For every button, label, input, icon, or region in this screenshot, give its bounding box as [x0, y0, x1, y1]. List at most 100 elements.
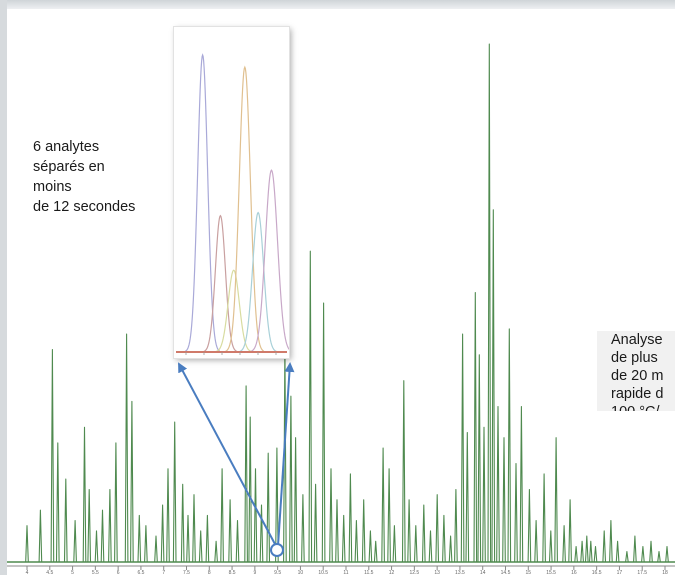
peak-78: [548, 530, 553, 563]
peak-48: [361, 499, 366, 563]
x-tick-label-19: 13: [434, 570, 440, 575]
peak-15: [137, 514, 142, 563]
peak-60: [442, 514, 446, 563]
peak-84: [584, 535, 589, 563]
peak-51: [381, 447, 385, 563]
x-tick-label-20: 13.5: [455, 570, 465, 575]
peak-23: [192, 494, 196, 563]
peak-5: [63, 478, 68, 563]
peak-95: [665, 545, 669, 563]
peak-90: [625, 551, 629, 563]
peak-89: [615, 540, 620, 563]
peak-26: [214, 540, 218, 563]
inset-peak-2: [202, 214, 238, 353]
peak-16: [144, 525, 148, 563]
peak-72: [507, 328, 512, 563]
peak-13: [124, 333, 129, 563]
x-tick-label-11: 9: [253, 570, 256, 575]
annotation-left-line-3: moins: [33, 179, 72, 195]
peak-37: [289, 395, 293, 563]
window-left-border: [0, 0, 7, 575]
annotation-left-line-2: séparés en: [33, 159, 105, 175]
peak-79: [554, 437, 558, 563]
annotation-right-line-2: de plus: [611, 350, 658, 366]
peak-62: [454, 488, 458, 563]
peak-53: [392, 525, 397, 563]
peak-29: [235, 520, 240, 563]
x-tick-label-18: 12.5: [409, 570, 419, 575]
peak-44: [335, 499, 339, 563]
peak-93: [649, 540, 653, 563]
peak-35: [275, 447, 279, 563]
inset-peak-6: [249, 169, 289, 353]
x-tick-label-28: 17.5: [637, 570, 647, 575]
peak-1: [25, 525, 29, 563]
peak-76: [534, 520, 538, 563]
peak-10: [100, 509, 105, 563]
x-tick-label-1: 4: [26, 570, 29, 575]
peak-55: [407, 499, 411, 563]
main-chromatogram: 4 4.5 5 5.5 6 6.5 7 7.5 8 8.5 9 9.5 10 10.5 11 11.5 12 12…: [7, 43, 675, 575]
peak-83: [580, 540, 584, 563]
peak-70: [496, 406, 500, 563]
x-tick-label-23: 15: [526, 570, 532, 575]
peak-67: [482, 426, 486, 563]
peak-59: [435, 494, 440, 563]
peak-7: [82, 426, 87, 563]
peak-82: [574, 545, 578, 563]
peak-56: [413, 525, 418, 563]
annotation-left: 6 analytes séparés en moins de 12 second…: [33, 137, 168, 217]
peak-8: [87, 488, 92, 563]
peak-38: [293, 437, 298, 563]
annotation-right: Analyse de plus de 20 m rapide d 100 °C/: [597, 331, 675, 411]
peak-34: [266, 452, 271, 563]
x-tick-label-29: 18: [662, 570, 668, 575]
peak-87: [602, 530, 607, 563]
x-tick-label-6: 6.5: [137, 570, 144, 575]
peak-75: [527, 488, 532, 563]
peak-92: [641, 545, 645, 563]
peak-11: [108, 488, 112, 563]
x-tick-label-13: 10: [298, 570, 304, 575]
peak-24: [198, 530, 203, 563]
peak-39: [301, 494, 305, 563]
x-tick-label-21: 14: [480, 570, 486, 575]
peak-19: [166, 468, 170, 563]
inset-peak-5: [238, 211, 278, 353]
peak-73: [514, 463, 518, 563]
peak-28: [228, 499, 232, 563]
peak-64: [465, 431, 470, 563]
peak-14: [130, 400, 134, 563]
peak-49: [368, 530, 373, 563]
inset-peak-3: [214, 269, 253, 353]
inset-plot: [176, 53, 289, 355]
peak-9: [94, 530, 99, 563]
x-tick-label-25: 16: [571, 570, 577, 575]
peak-45: [341, 514, 346, 563]
peak-22: [186, 514, 190, 563]
peak-85: [588, 540, 593, 563]
peak-54: [401, 380, 406, 563]
peak-46: [348, 473, 353, 563]
peak-31: [248, 416, 253, 563]
annotation-left-line-1: 6 analytes: [33, 139, 100, 155]
inset-peak-1: [184, 53, 220, 352]
peak-88: [609, 520, 613, 563]
peak-30: [244, 385, 248, 563]
inset-peak-4: [225, 65, 265, 352]
inset-peaks-group: [184, 53, 289, 353]
peak-47: [354, 520, 359, 563]
peak-27: [220, 468, 224, 563]
peak-12: [114, 442, 118, 563]
peak-36: [283, 343, 287, 563]
x-tick-label-3: 5: [71, 570, 74, 575]
peak-86: [593, 545, 598, 563]
peak-50: [373, 540, 378, 563]
main-peaks-group: [25, 43, 669, 563]
peak-6: [73, 520, 77, 563]
x-tick-label-12: 9.5: [274, 570, 281, 575]
x-tick-label-16: 11.5: [364, 570, 374, 575]
annotation-right-line-4: rapide d: [611, 386, 664, 402]
annotation-left-line-4: de 12 secondes: [33, 199, 136, 215]
x-tick-label-9: 8: [208, 570, 211, 575]
